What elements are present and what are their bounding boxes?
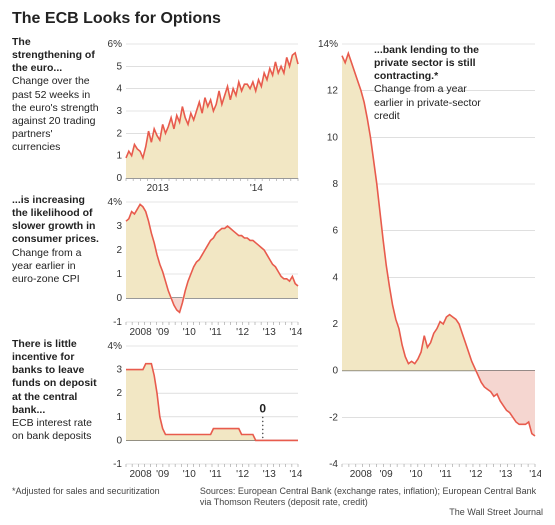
svg-text:2: 2	[116, 245, 122, 256]
svg-text:'12: '12	[236, 327, 249, 338]
svg-text:'10: '10	[183, 469, 196, 480]
svg-text:'12: '12	[236, 469, 249, 480]
svg-text:3: 3	[116, 106, 122, 117]
chart-0: 0 1 2 3 4 5 6% 2013 '14	[104, 36, 302, 194]
svg-text:'12: '12	[469, 469, 482, 480]
svg-text:'10: '10	[183, 327, 196, 338]
svg-text:2008: 2008	[350, 469, 373, 480]
svg-text:-1: -1	[113, 317, 122, 328]
svg-text:2: 2	[116, 388, 122, 399]
svg-text:4%: 4%	[108, 197, 123, 208]
svg-text:0: 0	[116, 435, 122, 446]
chart-desc-0: The strengthening of the euro...Change o…	[12, 36, 104, 194]
svg-text:1: 1	[116, 151, 122, 162]
svg-text:1: 1	[116, 269, 122, 280]
left-column: The strengthening of the euro...Change o…	[12, 36, 302, 480]
svg-text:10: 10	[327, 132, 339, 143]
chart-columns: The strengthening of the euro...Change o…	[12, 36, 543, 480]
chart-desc-1: ...is increasing the likelihood of slowe…	[12, 194, 104, 338]
svg-text:-4: -4	[329, 459, 338, 470]
svg-text:'14: '14	[250, 183, 263, 194]
svg-text:12: 12	[327, 86, 339, 97]
svg-text:-1: -1	[113, 459, 122, 470]
svg-text:2: 2	[332, 319, 338, 330]
svg-text:4: 4	[116, 84, 122, 95]
footnote: *Adjusted for sales and securitization	[12, 486, 200, 509]
svg-text:'10: '10	[410, 469, 423, 480]
credit: The Wall Street Journal	[449, 507, 543, 517]
svg-text:4: 4	[332, 272, 338, 283]
chart-2: -1 0 1 2 3 4% 2008 '09 '10 '11 '12 '13 '14 0	[104, 338, 302, 480]
svg-text:6%: 6%	[108, 39, 123, 50]
svg-text:'13: '13	[263, 469, 276, 480]
svg-text:6: 6	[332, 226, 338, 237]
svg-text:'09: '09	[380, 469, 393, 480]
svg-text:'14: '14	[289, 327, 302, 338]
svg-text:'09: '09	[156, 469, 169, 480]
svg-text:2013: 2013	[147, 183, 170, 194]
svg-text:'11: '11	[209, 469, 222, 480]
svg-text:4%: 4%	[108, 341, 123, 352]
chart-row-0: The strengthening of the euro...Change o…	[12, 36, 302, 194]
svg-text:8: 8	[332, 179, 338, 190]
svg-text:1: 1	[116, 412, 122, 423]
chart-row-1: ...is increasing the likelihood of slowe…	[12, 194, 302, 338]
right-chart-desc: ...bank lending to the private sector is…	[374, 44, 492, 123]
chart-1: -1 0 1 2 3 4% 2008 '09 '10 '11 '12 '13 '14	[104, 194, 302, 338]
svg-text:0: 0	[259, 401, 266, 415]
svg-text:'13: '13	[499, 469, 512, 480]
svg-text:3: 3	[116, 221, 122, 232]
svg-text:2008: 2008	[129, 469, 152, 480]
svg-text:'14: '14	[529, 469, 541, 480]
sources: Sources: European Central Bank (exchange…	[200, 486, 543, 509]
svg-text:'13: '13	[263, 327, 276, 338]
svg-text:0: 0	[116, 173, 122, 184]
svg-text:'11: '11	[209, 327, 222, 338]
svg-text:3: 3	[116, 365, 122, 376]
svg-text:14%: 14%	[318, 39, 338, 50]
svg-text:5: 5	[116, 61, 122, 72]
page-title: The ECB Looks for Options	[12, 10, 543, 28]
svg-text:2008: 2008	[129, 327, 152, 338]
svg-text:2: 2	[116, 128, 122, 139]
svg-text:'11: '11	[439, 469, 452, 480]
footer: *Adjusted for sales and securitization S…	[12, 486, 543, 509]
chart-desc-2: There is little incentive for banks to l…	[12, 338, 104, 480]
right-column: ...bank lending to the private sector is…	[316, 36, 543, 480]
svg-text:'09: '09	[156, 327, 169, 338]
svg-text:-2: -2	[329, 412, 338, 423]
svg-text:0: 0	[116, 293, 122, 304]
svg-text:0: 0	[332, 366, 338, 377]
chart-row-2: There is little incentive for banks to l…	[12, 338, 302, 480]
svg-text:'14: '14	[289, 469, 302, 480]
